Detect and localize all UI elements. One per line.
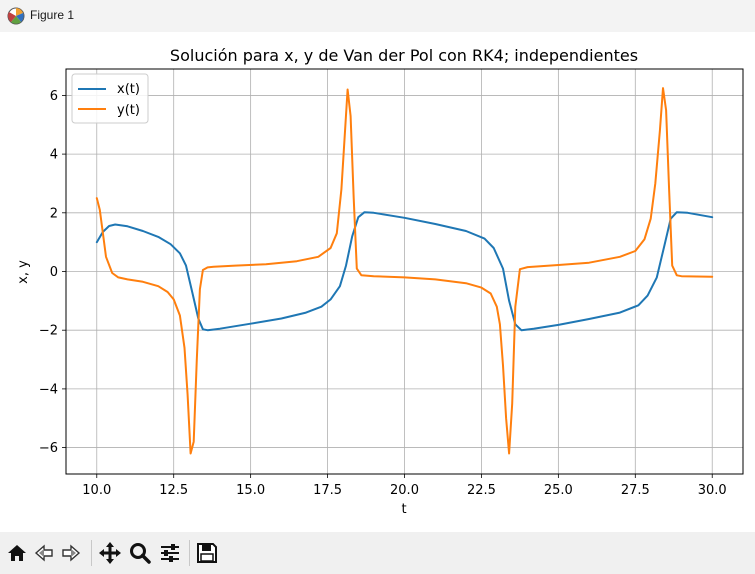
x-tick-label: 27.5 [621, 483, 650, 498]
legend-label-x: x(t) [117, 82, 140, 97]
save-button[interactable] [194, 540, 220, 566]
zoom-button[interactable] [127, 540, 153, 566]
x-tick-label: 20.0 [390, 483, 419, 498]
back-button[interactable] [31, 540, 57, 566]
series-group [95, 87, 714, 455]
y-axis-label: x, y [16, 260, 31, 284]
move-icon [99, 542, 121, 564]
legend-label-y: y(t) [117, 103, 140, 118]
y-tick-label: −6 [39, 441, 58, 456]
y-tick-label: −4 [39, 382, 58, 397]
x-tick-label: 10.0 [82, 483, 111, 498]
x-tick-label: 30.0 [698, 483, 727, 498]
toolbar-separator [91, 540, 92, 566]
y-tick-label: 4 [50, 148, 58, 163]
x-axis-label: t [401, 502, 406, 517]
legend: x(t) y(t) [71, 73, 149, 124]
home-icon [8, 545, 26, 561]
back-arrow-icon [34, 544, 53, 562]
y-tick-label: −2 [39, 324, 58, 339]
x-tick-label: 12.5 [159, 483, 188, 498]
forward-arrow-icon [62, 544, 81, 562]
grid [66, 69, 743, 474]
series-line-y [95, 87, 714, 455]
home-button[interactable] [4, 540, 30, 566]
matplotlib-figure-icon [7, 7, 25, 25]
x-tick-label: 22.5 [467, 483, 496, 498]
y-tick-label: 2 [50, 206, 58, 221]
floppy-disk-icon [197, 543, 217, 563]
toolbar-separator [189, 540, 190, 566]
y-tick-label: 0 [50, 265, 58, 280]
navigation-toolbar [0, 532, 755, 574]
x-tick-label: 25.0 [544, 483, 573, 498]
pan-button[interactable] [97, 540, 123, 566]
chart-title: Solución para x, y de Van der Pol con RK… [170, 46, 638, 65]
window-title: Figure 1 [30, 8, 75, 22]
figure-canvas[interactable]: Solución para x, y de Van der Pol con RK… [0, 32, 755, 532]
window-titlebar: Figure 1 [0, 0, 755, 32]
ticks: 10.0 12.5 15.0 17.5 20.0 22.5 25.0 27.5 30.0 −6 −4… [39, 89, 727, 498]
forward-button[interactable] [58, 540, 84, 566]
line-chart: Solución para x, y de Van der Pol con RK… [16, 46, 744, 517]
x-tick-label: 15.0 [236, 483, 265, 498]
series-line-x [95, 211, 714, 332]
y-tick-label: 6 [50, 89, 58, 104]
magnifier-icon [130, 543, 151, 564]
sliders-icon [161, 544, 179, 562]
x-tick-label: 17.5 [313, 483, 342, 498]
configure-subplots-button[interactable] [157, 540, 183, 566]
legend-box [71, 73, 149, 124]
